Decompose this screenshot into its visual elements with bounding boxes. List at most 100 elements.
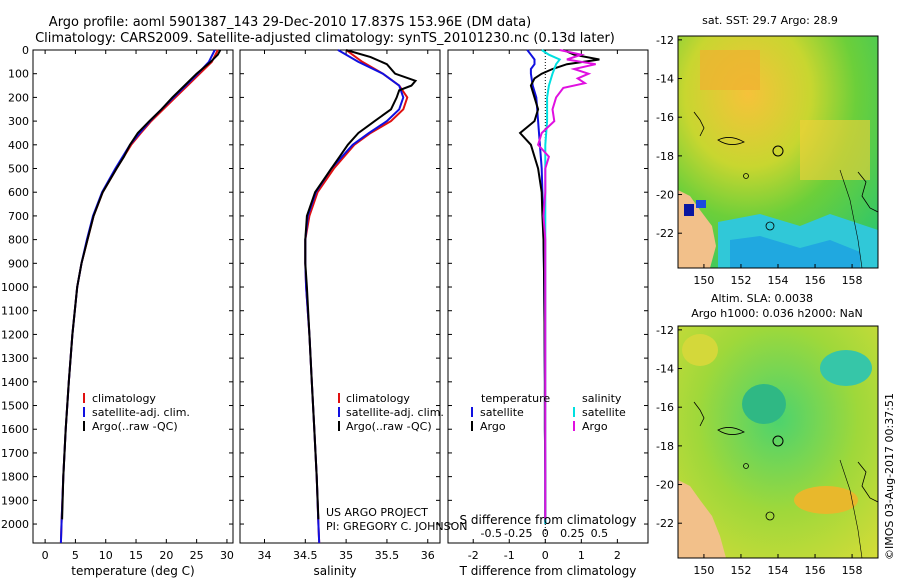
salinity-legend: climatology satellite-adj. clim. Argo(..… bbox=[338, 392, 444, 433]
legend-temperature-header: temperature bbox=[481, 392, 550, 405]
depth-tick-label: 1900 bbox=[1, 494, 29, 507]
x-tick-label: 10 bbox=[99, 549, 113, 562]
depth-tick-label: 700 bbox=[8, 210, 29, 223]
sst-map-title: sat. SST: 29.7 Argo: 28.9 bbox=[702, 14, 838, 27]
depth-tick-label: 1200 bbox=[1, 328, 29, 341]
lat-tick-label: -20 bbox=[656, 479, 674, 492]
reef-outline bbox=[857, 171, 878, 213]
temperature-axes bbox=[32, 49, 234, 544]
depth-tick-label: 1700 bbox=[1, 447, 29, 460]
lon-tick-label: 158 bbox=[842, 274, 863, 287]
depth-tick-label: 400 bbox=[8, 139, 29, 152]
series-line-climatology bbox=[59, 49, 219, 544]
lat-tick-label: -22 bbox=[656, 227, 674, 240]
legend-satellite: satellite-adj. clim. bbox=[346, 406, 444, 419]
sla-map-title1: Altim. SLA: 0.0038 bbox=[711, 292, 813, 305]
depth-tick-label: 100 bbox=[8, 68, 29, 81]
lon-tick-label: 154 bbox=[768, 564, 789, 577]
difference-legend: temperature salinity satellite Argo sate… bbox=[471, 392, 626, 433]
legend-climatology: climatology bbox=[92, 392, 156, 405]
legend-salinity-header: salinity bbox=[582, 392, 622, 405]
salinity-xlabel: salinity bbox=[313, 564, 356, 578]
t-difference-xlabel: T difference from climatology bbox=[459, 564, 637, 578]
reef-outline bbox=[743, 463, 749, 469]
watermark: ©IMOS 03-Aug-2017 00:37:51 bbox=[883, 393, 896, 560]
sst-warm-patch bbox=[700, 50, 760, 90]
lat-tick-label: -18 bbox=[656, 440, 674, 453]
depth-ticks: 0 100 200 300 400 500 600 700 800 900 1000 1100 1200… bbox=[1, 44, 648, 531]
depth-tick-label: 800 bbox=[8, 234, 29, 247]
lon-tick-label: 156 bbox=[805, 564, 826, 577]
x-tick-label: 34 bbox=[257, 549, 271, 562]
x-tick-label: 35 bbox=[339, 549, 353, 562]
s-diff-tick-label: 0 bbox=[542, 527, 549, 540]
x-tick-label: 15 bbox=[129, 549, 143, 562]
depth-tick-label: 1600 bbox=[1, 423, 29, 436]
sst-cold-pixel bbox=[696, 200, 706, 208]
s-diff-tick-label: -0.25 bbox=[504, 527, 532, 540]
sla-high-patch bbox=[820, 350, 872, 386]
sst-warm-patch bbox=[800, 120, 870, 180]
s-difference-xlabel: S difference from climatology bbox=[460, 513, 637, 527]
reef-outline bbox=[693, 111, 705, 137]
x-tick-label: 0 bbox=[542, 549, 549, 562]
series-line-t-satellite bbox=[526, 49, 547, 524]
legend-argo: Argo(..raw -QC) bbox=[92, 420, 178, 433]
credit-line1: US ARGO PROJECT bbox=[326, 506, 428, 519]
argo-float-marker bbox=[772, 435, 784, 447]
reef-outline bbox=[765, 511, 775, 521]
x-tick-label: 0 bbox=[42, 549, 49, 562]
coast-land bbox=[678, 480, 726, 558]
bathymetry-contour bbox=[839, 169, 863, 268]
x-tick-label: 34.5 bbox=[293, 549, 318, 562]
lat-tick-label: -14 bbox=[656, 363, 674, 376]
x-tick-label: 30 bbox=[220, 549, 234, 562]
reef-outline bbox=[693, 401, 705, 427]
depth-tick-label: 2000 bbox=[1, 518, 29, 531]
legend-argo: Argo(..raw -QC) bbox=[346, 420, 432, 433]
x-tick-label: -2 bbox=[468, 549, 479, 562]
series-line-climatology bbox=[304, 49, 409, 544]
series-line-argo-raw-qc- bbox=[304, 49, 418, 520]
sla-high-patch bbox=[742, 384, 786, 424]
depth-tick-label: 1800 bbox=[1, 471, 29, 484]
figure-title-line2: Climatology: CARS2009. Satellite-adjuste… bbox=[35, 31, 615, 46]
reef-outline bbox=[717, 427, 745, 435]
x-tick-label: 36 bbox=[421, 549, 435, 562]
temperature-plot: 0 5 10 15 20 25 30 bbox=[42, 49, 234, 562]
temperature-legend: climatology satellite-adj. clim. Argo(..… bbox=[83, 392, 190, 433]
reef-outline bbox=[743, 173, 749, 179]
figure-title-line1: Argo profile: aoml 5901387_143 29-Dec-20… bbox=[49, 15, 531, 30]
x-tick-label: 1 bbox=[578, 549, 585, 562]
lon-tick-label: 156 bbox=[805, 274, 826, 287]
salinity-axes bbox=[239, 49, 441, 544]
lat-tick-label: -16 bbox=[656, 111, 674, 124]
depth-tick-label: 1400 bbox=[1, 376, 29, 389]
depth-tick-label: 1100 bbox=[1, 305, 29, 318]
x-tick-label: -1 bbox=[504, 549, 515, 562]
lat-tick-label: -12 bbox=[656, 324, 674, 337]
reef-outline bbox=[857, 461, 878, 503]
series-line-s-argo bbox=[536, 49, 596, 520]
lon-tick-label: 150 bbox=[693, 564, 714, 577]
x-tick-label: 35.5 bbox=[375, 549, 400, 562]
s-diff-tick-label: -0.5 bbox=[481, 527, 502, 540]
legend-t-satellite: satellite bbox=[480, 406, 524, 419]
lon-tick-label: 154 bbox=[768, 274, 789, 287]
series-line-t-argo bbox=[518, 49, 600, 520]
depth-tick-label: 1300 bbox=[1, 352, 29, 365]
temperature-xlabel: temperature (deg C) bbox=[71, 564, 194, 578]
sla-low-patch bbox=[794, 486, 858, 514]
sla-low-patch bbox=[682, 334, 718, 366]
series-line-argo-raw-qc- bbox=[61, 49, 222, 520]
lat-tick-label: -18 bbox=[656, 150, 674, 163]
argo-float-marker bbox=[772, 145, 784, 157]
lon-tick-label: 152 bbox=[730, 274, 751, 287]
depth-tick-label: 200 bbox=[8, 91, 29, 104]
s-diff-tick-label: 0.25 bbox=[560, 527, 585, 540]
difference-plot: -2 -1 0 1 2 -0.5 -0.25 0 0.25 0.5 bbox=[468, 49, 621, 562]
lat-tick-label: -20 bbox=[656, 189, 674, 202]
sst-cold-pixel bbox=[684, 204, 694, 216]
depth-tick-label: 1500 bbox=[1, 400, 29, 413]
